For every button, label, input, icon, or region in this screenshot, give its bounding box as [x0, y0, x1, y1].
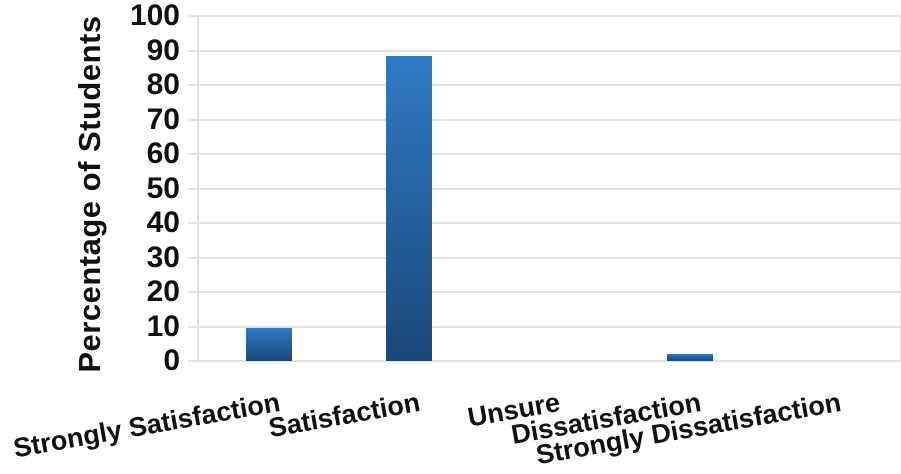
- y-gridline: [188, 49, 900, 52]
- y-tick-label: 60: [146, 137, 180, 170]
- y-gridline: [188, 15, 900, 17]
- y-tick-label: 20: [146, 275, 180, 308]
- bar-1: [246, 328, 293, 361]
- y-gridline: [188, 325, 900, 328]
- y-tick-label: 80: [146, 68, 180, 101]
- y-gridline: [188, 291, 900, 293]
- bar-2: [386, 55, 433, 361]
- y-tick-label: 70: [146, 102, 180, 136]
- y-gridline: [188, 256, 900, 259]
- y-gridline: [188, 118, 900, 121]
- y-tick-label: 100: [129, 0, 180, 32]
- y-tick-label: 0: [163, 344, 180, 377]
- y-tick-label: 50: [146, 171, 180, 205]
- y-gridline: [188, 360, 900, 362]
- y-tick-label: 90: [146, 33, 180, 67]
- y-gridline: [188, 222, 900, 224]
- plot-area: [188, 15, 901, 362]
- y-tick-label: 10: [146, 309, 180, 343]
- y-tick-label: 40: [146, 206, 180, 239]
- x-category-label: Strongly Satisfaction: [11, 387, 283, 464]
- bar-4: [666, 354, 713, 361]
- y-gridline: [188, 84, 900, 86]
- y-tick-label: 30: [146, 240, 180, 274]
- y-gridline: [188, 187, 900, 190]
- x-category-label: Satisfaction: [266, 387, 423, 444]
- y-gridline: [188, 153, 900, 155]
